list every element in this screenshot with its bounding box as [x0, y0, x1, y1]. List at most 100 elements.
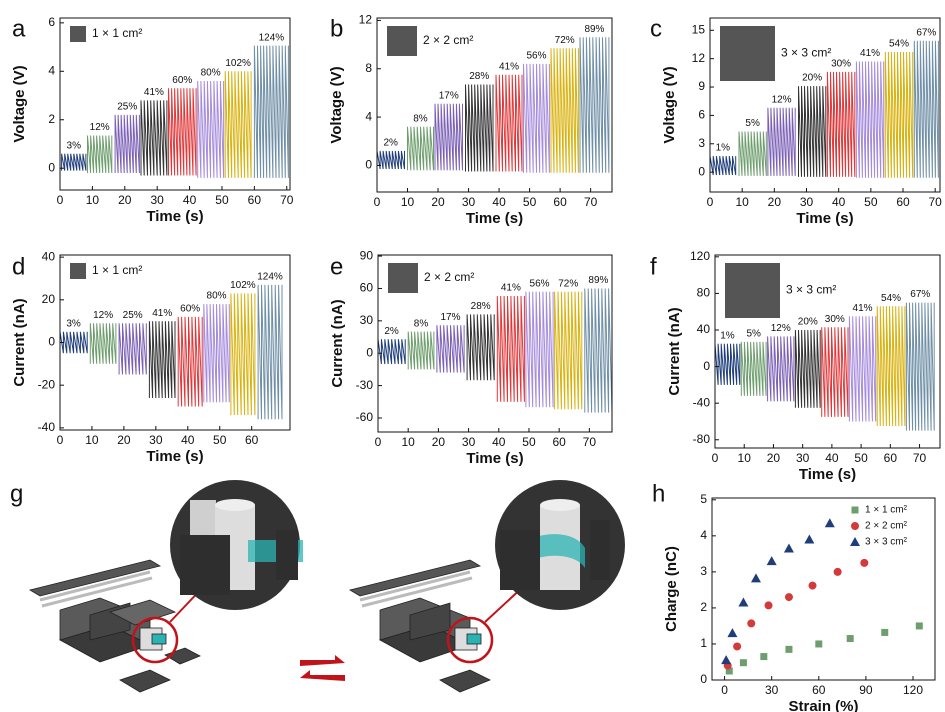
peak-label: 54% — [889, 39, 909, 50]
x-tick-label: 50 — [523, 195, 537, 209]
signal-trace — [376, 150, 405, 170]
peak-label: 56% — [530, 278, 550, 289]
y-tick-label: 0 — [48, 335, 55, 349]
peak-label: 124% — [257, 272, 283, 283]
signal-trace — [203, 304, 230, 403]
point — [733, 642, 742, 651]
peak-label: 80% — [201, 68, 221, 79]
panel-g: g — [10, 480, 625, 693]
plot-frame — [714, 254, 941, 449]
x-tick-label: 40 — [181, 433, 195, 447]
signal-trace — [826, 71, 856, 177]
signal-trace — [767, 107, 796, 176]
y-tick-label: 8 — [365, 61, 372, 75]
y-tick-label: 0 — [700, 672, 707, 686]
signal-trace — [525, 291, 554, 408]
y-tick-label: 9 — [698, 79, 705, 93]
x-tick-label: 0 — [57, 193, 64, 207]
y-tick-label: -40 — [38, 420, 56, 434]
x-tick-label: 30 — [462, 435, 476, 449]
peak-label: 20% — [802, 73, 822, 84]
x-tick-label: 0 — [707, 195, 714, 209]
signal-trace — [253, 45, 289, 178]
signal-trace — [407, 126, 434, 171]
legend-label: 1 × 1 cm² — [865, 505, 908, 516]
point — [815, 640, 823, 648]
x-tick-label: 30 — [796, 451, 810, 465]
peak-label: 5% — [745, 118, 760, 129]
peak-label: 41% — [499, 61, 519, 72]
signal-trace — [434, 103, 463, 171]
panel-letter: c — [650, 15, 662, 42]
signal-trace — [767, 336, 795, 402]
x-tick-label: 30 — [800, 195, 814, 209]
switch-arrows — [300, 655, 345, 681]
point — [750, 573, 761, 583]
area-box — [725, 263, 780, 318]
x-tick-label: 60 — [896, 195, 910, 209]
x-tick-label: 50 — [864, 195, 878, 209]
point — [915, 622, 923, 630]
peak-label: 67% — [916, 27, 936, 38]
y-tick-label: 5 — [700, 492, 707, 506]
peak-label: 12% — [772, 94, 792, 105]
signal-trace — [794, 329, 821, 408]
point — [808, 581, 817, 590]
peak-label: 89% — [584, 24, 604, 35]
x-tick-label: 50 — [854, 451, 868, 465]
x-axis-title: Time (s) — [466, 450, 523, 467]
y-tick-label: 90 — [360, 248, 374, 262]
peak-label: 41% — [501, 283, 521, 294]
peak-label: 41% — [853, 303, 873, 314]
y-tick-label: 12 — [692, 51, 706, 65]
peak-label: 3% — [67, 140, 82, 151]
y-tick-label: 4 — [365, 109, 372, 123]
peak-label: 124% — [259, 32, 285, 43]
peak-label: 28% — [469, 71, 489, 82]
x-tick-label: 10 — [85, 433, 99, 447]
peak-label: 8% — [413, 113, 428, 124]
y-tick-label: 6 — [48, 15, 55, 29]
point — [747, 619, 756, 628]
y-tick-label: 2 — [48, 112, 55, 126]
y-tick-label: 0 — [48, 160, 55, 174]
x-tick-label: 50 — [215, 193, 229, 207]
x-tick-label: 40 — [183, 193, 197, 207]
x-tick-label: 20 — [118, 193, 132, 207]
x-axis-title: Time (s) — [796, 210, 853, 227]
signal-trace — [118, 323, 147, 375]
peak-label: 102% — [230, 280, 256, 291]
x-tick-label: 20 — [768, 195, 782, 209]
device-right — [348, 559, 526, 693]
panel-letter: d — [12, 253, 25, 280]
peak-label: 12% — [90, 122, 110, 133]
signal-trace — [523, 63, 550, 173]
x-tick-label: 10 — [738, 451, 752, 465]
point — [824, 518, 835, 528]
signal-trace — [584, 288, 613, 413]
peak-label: 12% — [771, 323, 791, 334]
y-tick-label: 4 — [48, 63, 55, 77]
signal-trace — [148, 321, 176, 399]
y-tick-label: 0 — [703, 359, 710, 373]
signal-trace — [884, 51, 914, 178]
x-tick-label: 0 — [721, 683, 728, 697]
panel-letter: b — [330, 15, 343, 42]
y-tick-label: 4 — [700, 528, 707, 542]
y-tick-label: 2 — [700, 600, 707, 614]
y-tick-label: 80 — [697, 286, 711, 300]
y-tick-label: 30 — [360, 313, 374, 327]
x-tick-label: 60 — [552, 435, 566, 449]
y-tick-label: -40 — [693, 395, 711, 409]
y-tick-label: 60 — [360, 281, 374, 295]
signal-trace — [224, 71, 252, 178]
x-tick-label: 60 — [248, 193, 262, 207]
signal-trace — [89, 323, 117, 364]
signal-trace — [61, 153, 87, 171]
signal-trace — [466, 314, 495, 381]
x-tick-label: 60 — [884, 451, 898, 465]
legend-marker — [850, 537, 860, 546]
signal-trace — [714, 343, 741, 385]
area-label: 2 × 2 cm² — [423, 33, 473, 47]
